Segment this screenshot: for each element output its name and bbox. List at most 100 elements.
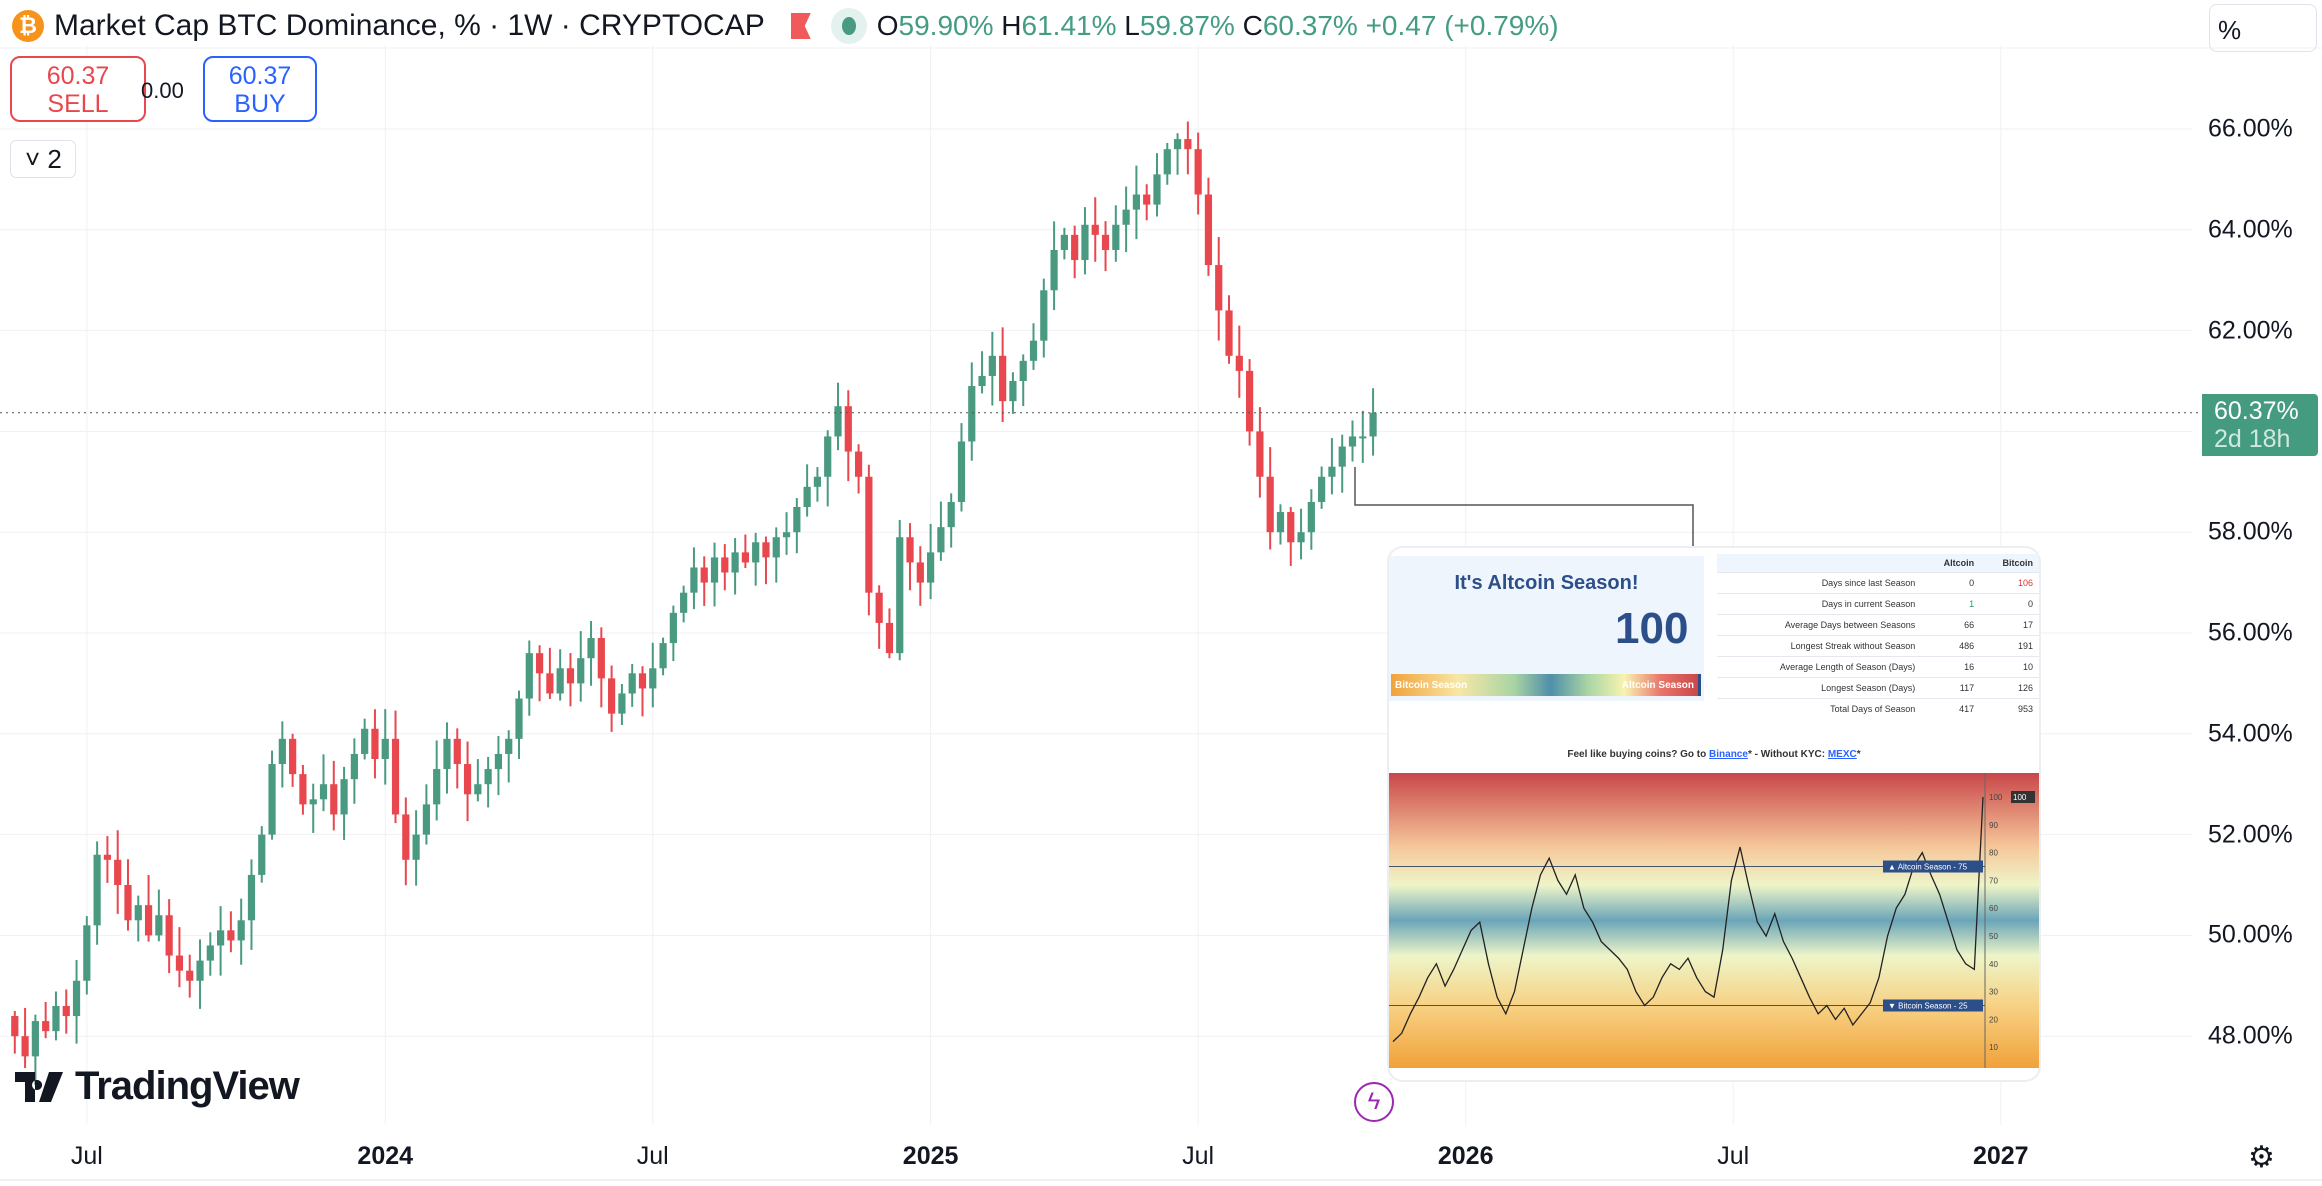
candle-body: [453, 738, 461, 765]
candle-body: [1091, 224, 1099, 235]
index-y-label: 40: [1989, 960, 1998, 969]
candle-body: [474, 784, 482, 795]
candle-body: [258, 834, 266, 875]
mexc-link[interactable]: MEXC: [1827, 749, 1857, 760]
candle-body: [916, 562, 924, 583]
candle-body: [762, 542, 770, 558]
candle-body: [330, 784, 338, 815]
index-y-label: 10: [1989, 1043, 1998, 1052]
lightning-icon[interactable]: ϟ: [1354, 1082, 1394, 1122]
candle-body: [433, 769, 441, 805]
settings-icon[interactable]: ⚙: [2248, 1141, 2275, 1174]
candle-body: [957, 441, 966, 502]
market-status-icon[interactable]: [830, 8, 867, 44]
flag-icon[interactable]: [790, 13, 811, 39]
candle-body: [72, 980, 81, 1017]
candle-body: [721, 557, 729, 573]
candle-body: [1132, 194, 1141, 210]
candle-body: [309, 799, 317, 805]
candle-body: [1276, 512, 1285, 533]
candle-body: [381, 738, 389, 759]
candle-body: [1153, 174, 1161, 205]
candle-body: [1060, 234, 1068, 250]
candle-body: [1040, 290, 1048, 341]
candle-body: [1328, 466, 1336, 477]
candle-body: [844, 406, 852, 452]
candle-body: [206, 945, 214, 961]
sell-button[interactable]: 60.37 SELL: [10, 56, 146, 122]
candle-body: [865, 476, 873, 593]
season-stats-table: Altcoin Bitcoin Days since last Season 0 10…: [1717, 554, 2039, 719]
season-index-value: 100: [1615, 604, 1689, 653]
candle-body: [1143, 194, 1151, 205]
x-axis-label: 2027: [1972, 1142, 2029, 1170]
candle-body: [875, 592, 883, 623]
x-axis-label: Jul: [636, 1142, 669, 1170]
candle-body: [1235, 355, 1243, 371]
index-y-label: 100: [1989, 793, 2003, 802]
candle-body: [649, 668, 657, 689]
candle-body: [1009, 381, 1017, 402]
candle-body: [237, 920, 245, 941]
altcoin-season-label: ▲ Altcoin Season - 75: [1888, 863, 1968, 872]
candle-body: [1369, 412, 1377, 437]
candle-body: [628, 673, 636, 694]
candle-body: [494, 753, 503, 770]
candle-body: [1173, 139, 1182, 150]
table-row: Total Days of Season 417 953: [1717, 698, 2039, 719]
candle-body: [968, 386, 976, 442]
candle-body: [608, 678, 616, 714]
candle-body: [566, 668, 575, 684]
x-axis-label: Jul: [70, 1142, 103, 1170]
candle-body: [680, 592, 688, 613]
table-row: Average Length of Season (Days) 16 10: [1717, 656, 2039, 678]
x-axis-label: 2025: [902, 1142, 959, 1170]
candle-body: [741, 552, 749, 563]
candle-body: [1112, 224, 1120, 250]
promo-text: Feel like buying coins? Go to Binance* -…: [1567, 749, 1861, 760]
indicators-toggle-button[interactable]: ˅ 2: [10, 140, 76, 178]
candle-body: [772, 537, 780, 558]
candle-body: [978, 375, 986, 387]
candle-body: [402, 814, 410, 860]
candle-body: [535, 653, 544, 674]
candle-body: [1204, 194, 1213, 266]
index-y-label: 50: [1989, 932, 1998, 941]
candle-body: [103, 854, 112, 860]
candle-body: [659, 643, 667, 669]
binance-link[interactable]: Binance: [1709, 749, 1748, 760]
candle-body: [505, 738, 513, 754]
altcoin-season-image: It's Altcoin Season! Bitcoin Season Altco…: [1389, 548, 2039, 1080]
candle-body: [412, 834, 420, 860]
scale-mode-button[interactable]: %: [2209, 4, 2317, 52]
candle-body: [690, 567, 698, 593]
candle-body: [422, 804, 430, 835]
candle-body: [278, 738, 286, 765]
candle-body: [227, 930, 235, 941]
x-axis-label: Jul: [1182, 1142, 1215, 1170]
season-gauge: Bitcoin Season Altcoin Season: [1391, 674, 1701, 696]
buy-button[interactable]: 60.37 BUY: [203, 56, 317, 122]
candle-body: [1215, 265, 1223, 311]
candle-body: [484, 769, 492, 785]
candle-body: [361, 728, 369, 754]
candle-body: [165, 915, 173, 956]
tradingview-logo[interactable]: TradingView: [15, 1064, 300, 1109]
index-background: [1389, 773, 2039, 1068]
candle-body: [52, 1005, 60, 1032]
season-title: It's Altcoin Season!: [1454, 572, 1639, 594]
candle-body: [927, 552, 935, 583]
x-axis-label: 2026: [1437, 1142, 1494, 1170]
candle-body: [340, 779, 348, 815]
candle-body: [1184, 139, 1192, 150]
candle-body: [268, 764, 276, 835]
candle-body: [1266, 476, 1274, 533]
connector-line: [1354, 467, 1694, 548]
candle-body: [525, 653, 533, 699]
symbol-title[interactable]: Market Cap BTC Dominance, % · 1W · CRYPT…: [54, 9, 765, 42]
y-axis-label: 56.00%: [2208, 618, 2293, 647]
candle-body: [1081, 224, 1089, 261]
candle-body: [371, 728, 379, 759]
index-y-label: 70: [1989, 876, 1998, 885]
